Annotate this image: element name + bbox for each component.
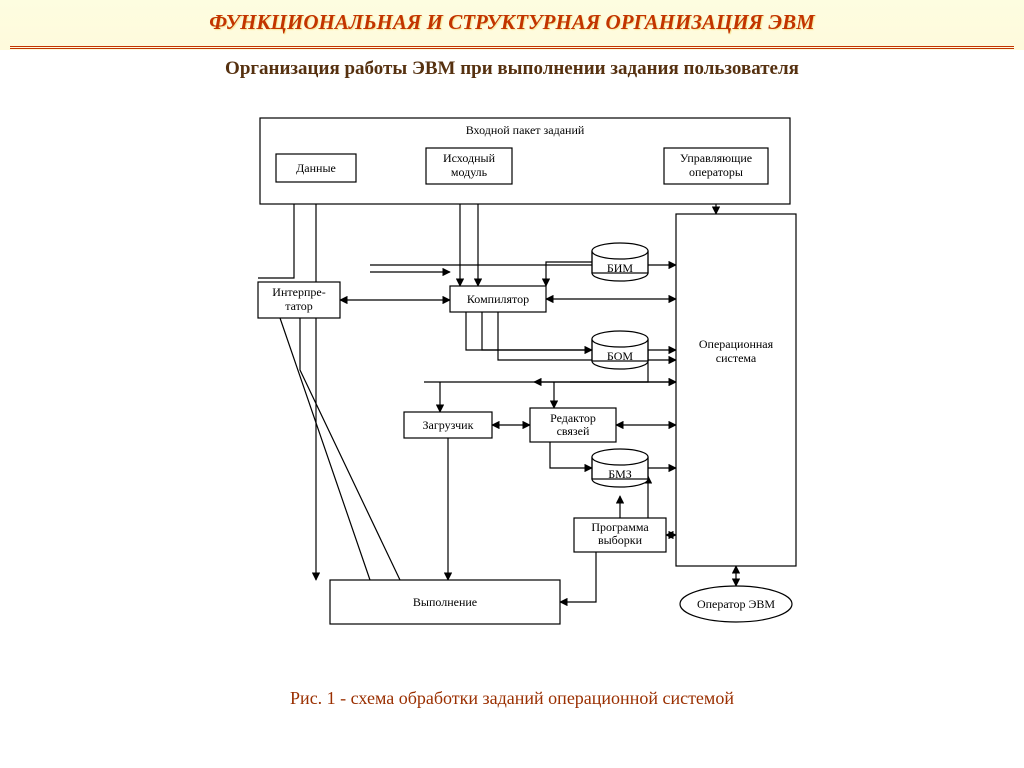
edge-28 bbox=[560, 552, 596, 602]
svg-text:Входной пакет заданий: Входной пакет заданий bbox=[466, 123, 585, 137]
node-os: Операционнаясистема bbox=[676, 214, 796, 566]
edge-10 bbox=[498, 312, 676, 360]
node-data: Данные bbox=[276, 154, 356, 182]
page-subtitle: Организация работы ЭВМ при выполнении за… bbox=[0, 58, 1024, 80]
edge-22 bbox=[280, 318, 370, 580]
header-rule bbox=[10, 46, 1014, 49]
svg-text:Редактор: Редактор bbox=[550, 411, 596, 425]
svg-text:татор: татор bbox=[285, 299, 313, 313]
diagram: Входной пакет заданий Данные Исходныймодул… bbox=[250, 110, 810, 670]
node-sampler: Программавыборки bbox=[574, 518, 666, 552]
svg-text:Оператор ЭВМ: Оператор ЭВМ bbox=[697, 597, 775, 611]
node-loader: Загрузчик bbox=[404, 412, 492, 438]
svg-text:выборки: выборки bbox=[598, 533, 643, 547]
svg-text:операторы: операторы bbox=[689, 165, 743, 179]
svg-text:Загрузчик: Загрузчик bbox=[423, 418, 474, 432]
node-linker: Редакторсвязей bbox=[530, 408, 616, 442]
node-ctrlop: Управляющиеоператоры bbox=[664, 148, 768, 184]
edge-20 bbox=[550, 442, 592, 468]
figure-caption: Рис. 1 - схема обработки заданий операци… bbox=[0, 688, 1024, 709]
svg-text:Данные: Данные bbox=[296, 161, 336, 175]
svg-text:Операционная: Операционная bbox=[699, 337, 774, 351]
node-bmz: БМЗ bbox=[592, 449, 648, 487]
page-title: ФУНКЦИОНАЛЬНАЯ И СТРУКТУРНАЯ ОРГАНИЗАЦИЯ… bbox=[0, 10, 1024, 35]
node-compiler: Компилятор bbox=[450, 286, 546, 312]
svg-text:связей: связей bbox=[557, 424, 590, 438]
edge-8 bbox=[466, 312, 592, 350]
node-bim: БИМ bbox=[592, 243, 648, 281]
node-interp: Интерпре-татор bbox=[258, 282, 340, 318]
node-exec: Выполнение bbox=[330, 580, 560, 624]
svg-text:Управляющие: Управляющие bbox=[680, 151, 752, 165]
svg-text:Выполнение: Выполнение bbox=[413, 595, 477, 609]
edge-23 bbox=[300, 318, 400, 580]
svg-text:система: система bbox=[716, 351, 757, 365]
svg-text:Компилятор: Компилятор bbox=[467, 292, 529, 306]
node-srcmod: Исходныймодуль bbox=[426, 148, 512, 184]
svg-text:БМЗ: БМЗ bbox=[608, 467, 632, 481]
node-operator: Оператор ЭВМ bbox=[680, 586, 792, 622]
svg-text:Программа: Программа bbox=[591, 520, 649, 534]
svg-text:БОМ: БОМ bbox=[607, 349, 633, 363]
svg-text:модуль: модуль bbox=[451, 165, 488, 179]
svg-text:БИМ: БИМ bbox=[607, 261, 634, 275]
svg-text:Интерпре-: Интерпре- bbox=[272, 285, 325, 299]
svg-text:Исходный: Исходный bbox=[443, 151, 496, 165]
node-bom: БОМ bbox=[592, 331, 648, 369]
